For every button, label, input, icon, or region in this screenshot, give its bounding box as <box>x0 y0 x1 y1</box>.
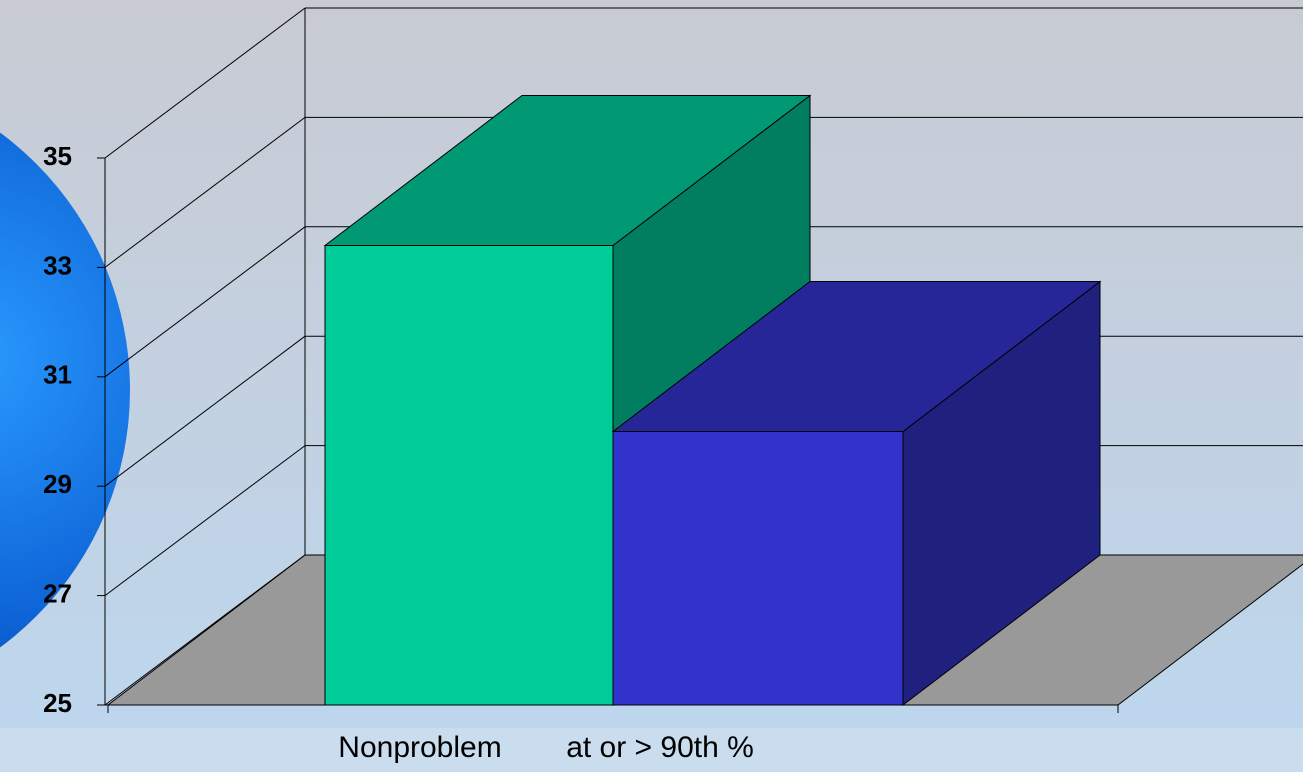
y-tick-label: 35 <box>43 141 72 171</box>
y-tick-label: 33 <box>43 250 72 280</box>
x-tick-label: at or > 90th % <box>566 731 754 764</box>
bar <box>611 280 1102 707</box>
plot-area: 25 27 29 31 33 35 Nonproblem at or > 90th % <box>43 7 1303 764</box>
y-tick-label: 31 <box>43 360 72 390</box>
y-tick-label: 25 <box>43 688 72 718</box>
grid-line-side <box>104 226 306 378</box>
x-tick-label: Nonproblem <box>338 731 501 764</box>
decor-sphere <box>0 132 130 648</box>
grid-line-side <box>104 335 306 487</box>
y-tick-label: 29 <box>43 469 72 499</box>
bottom-band <box>0 728 1303 772</box>
y-tick-label: 27 <box>43 578 72 608</box>
grid-line-side <box>104 117 306 268</box>
grid-line-side <box>104 554 306 706</box>
bar-front <box>612 431 904 706</box>
grid-line-side <box>104 445 306 596</box>
bar-front <box>324 245 614 706</box>
grid-line-side <box>104 7 306 159</box>
